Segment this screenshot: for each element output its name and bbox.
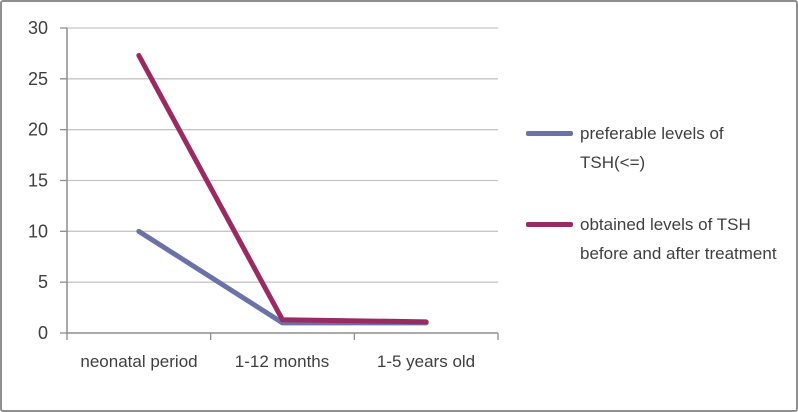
y-tick-label: 5 [38,272,48,292]
legend-label-preferable: preferable levels of TSH(<=) [580,124,724,172]
y-tick-label: 30 [28,18,48,38]
series-line-1 [136,52,429,325]
series-line-0 [136,228,429,326]
legend-swatch-preferable-icon [526,131,573,136]
legend-swatch-obtained-icon [526,222,573,227]
x-axis-category-label: neonatal period [80,352,198,371]
x-axis-category-label: 1-12 months [234,352,330,371]
legend-item-obtained: obtained levels of TSH before and after … [526,210,780,268]
y-tick-label: 20 [28,120,48,140]
y-tick-label: 15 [28,171,48,191]
legend-label-obtained: obtained levels of TSH before and after … [580,215,777,263]
y-tick-label: 25 [28,69,48,89]
x-axis-category-label: 1-5 years old [376,352,476,371]
y-tick-label: 10 [28,221,48,241]
legend-item-preferable: preferable levels of TSH(<=) [526,119,780,177]
y-tick-label: 0 [38,323,48,343]
